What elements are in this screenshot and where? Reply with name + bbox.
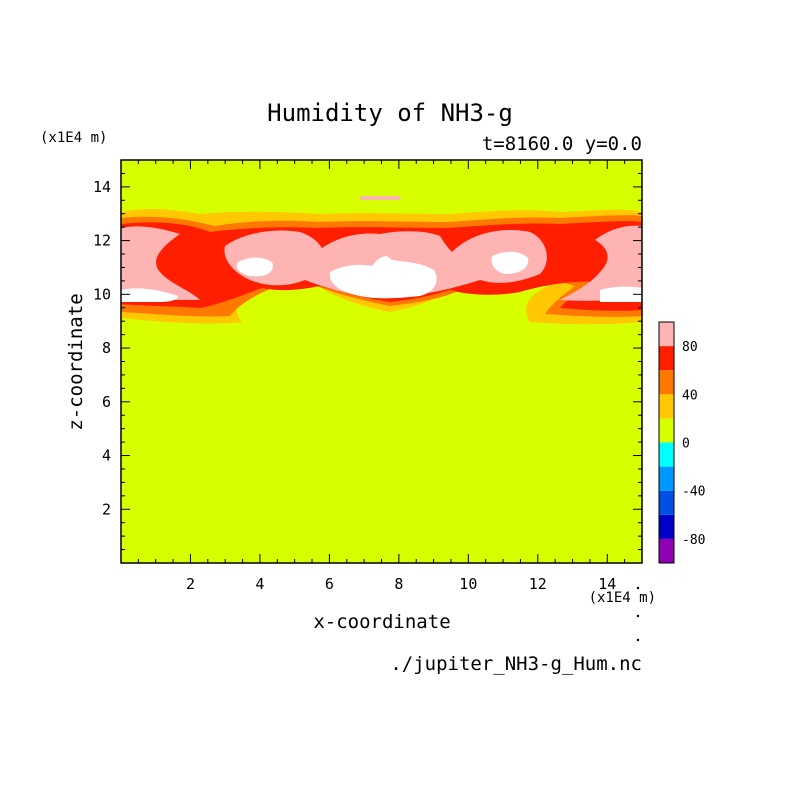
x-tick-label: 2 bbox=[186, 575, 195, 593]
marker-dot bbox=[636, 614, 640, 618]
x-axis-label: x-coordinate bbox=[313, 611, 450, 633]
chart-title: Humidity of NH3-g bbox=[267, 99, 513, 127]
colorbar-tick-label: 40 bbox=[682, 388, 698, 403]
chart-subtitle: t=8160.0 y=0.0 bbox=[482, 133, 642, 155]
y-tick-label: 12 bbox=[93, 232, 111, 250]
x-axis-ticks: 2 4 6 8 10 12 14 bbox=[120, 160, 643, 593]
x-tick-label: 14 bbox=[598, 575, 616, 593]
colorbar-swatch bbox=[659, 418, 674, 443]
x-tick-label: 8 bbox=[394, 575, 403, 593]
y-axis-label: z-coordinate bbox=[65, 293, 87, 430]
y-tick-label: 8 bbox=[102, 339, 111, 357]
colorbar-swatch bbox=[659, 538, 674, 563]
colorbar-swatch bbox=[659, 346, 674, 371]
y-tick-label: 14 bbox=[93, 178, 111, 196]
y-tick-label: 10 bbox=[93, 285, 111, 303]
y-axis-ticks: 2 4 6 8 10 12 14 bbox=[93, 159, 642, 564]
marker-dot bbox=[636, 638, 640, 642]
colorbar-swatch bbox=[659, 466, 674, 491]
y-unit-label: (x1E4 m) bbox=[40, 130, 107, 146]
colorbar-swatch bbox=[659, 394, 674, 419]
colorbar-swatch bbox=[659, 370, 674, 395]
colorbar-swatch bbox=[659, 514, 674, 539]
y-tick-label: 6 bbox=[102, 393, 111, 411]
x-tick-label: 6 bbox=[325, 575, 334, 593]
marker-dot bbox=[636, 586, 640, 590]
colorbar-swatch bbox=[659, 442, 674, 467]
contour-regions bbox=[121, 196, 642, 325]
y-tick-label: 4 bbox=[102, 447, 111, 465]
colorbar bbox=[658, 321, 675, 564]
colorbar-tick-label: -40 bbox=[682, 485, 705, 500]
colorbar-tick-label: 80 bbox=[682, 340, 698, 355]
x-tick-label: 12 bbox=[529, 575, 547, 593]
colorbar-tick-labels: 80 40 0 -40 -80 bbox=[682, 340, 705, 548]
saturated-region bbox=[121, 251, 642, 302]
x-unit-label: (x1E4 m) bbox=[589, 590, 656, 606]
y-tick-label: 2 bbox=[102, 500, 111, 518]
x-tick-label: 4 bbox=[255, 575, 264, 593]
colorbar-tick-label: -80 bbox=[682, 533, 705, 548]
colorbar-swatch bbox=[659, 490, 674, 515]
colorbar-frame bbox=[658, 321, 675, 564]
x-tick-label: 10 bbox=[459, 575, 477, 593]
source-file-label: ./jupiter_NH3-g_Hum.nc bbox=[390, 653, 642, 675]
colorbar-swatch bbox=[659, 322, 674, 347]
colorbar-tick-label: 0 bbox=[682, 437, 690, 452]
